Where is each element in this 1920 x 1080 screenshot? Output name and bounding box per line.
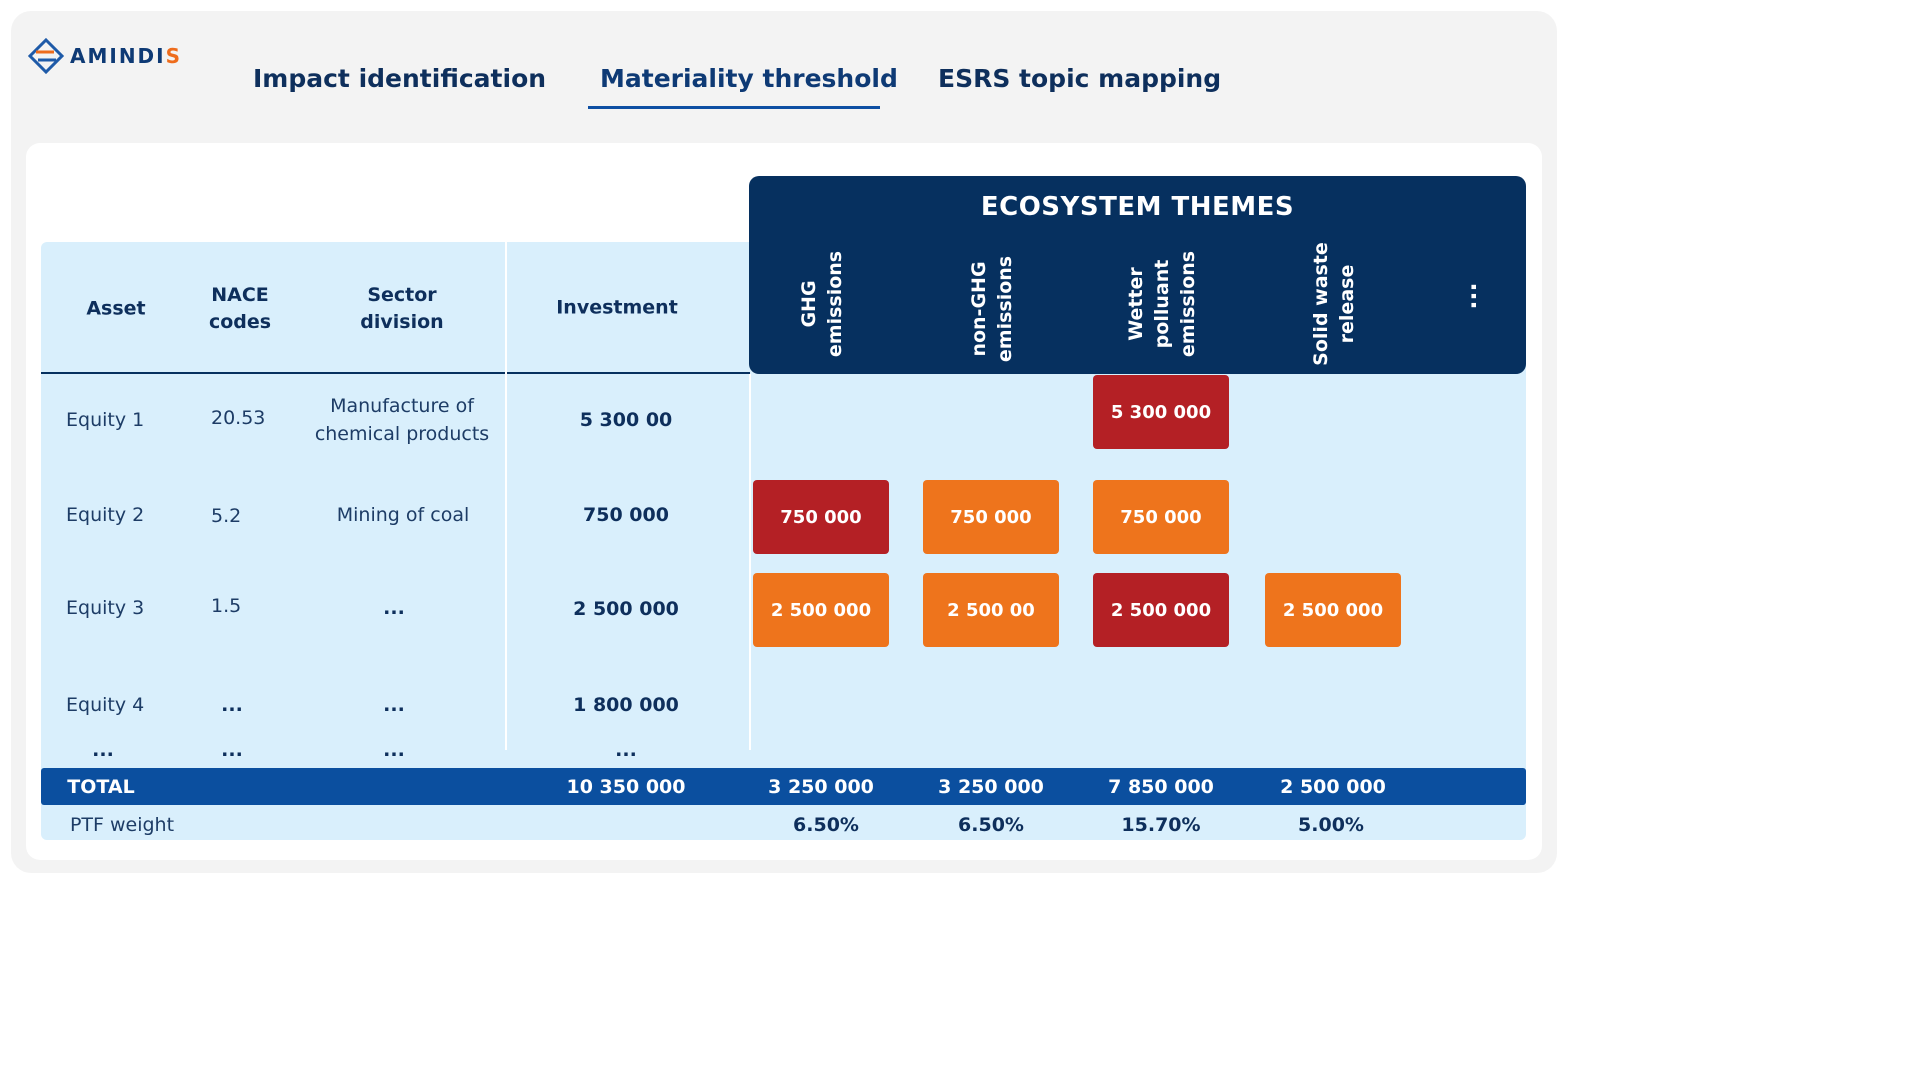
row4-nace: ... bbox=[221, 694, 243, 716]
column-divider-themes bbox=[749, 374, 751, 750]
row2-asset: Equity 2 bbox=[66, 504, 145, 526]
header-sector-division: Sector division bbox=[360, 284, 444, 333]
row3-investment: 2 500 000 bbox=[573, 598, 679, 620]
row3-asset: Equity 3 bbox=[66, 597, 145, 619]
row3-non-ghg-cell[interactable]: 2 500 00 bbox=[923, 573, 1059, 647]
total-row bbox=[41, 768, 1526, 805]
row2-nace: 5.2 bbox=[211, 505, 242, 527]
row4-sector: ... bbox=[383, 694, 405, 716]
row2-investment: 750 000 bbox=[583, 504, 669, 526]
row4-investment: 1 800 000 bbox=[573, 694, 679, 716]
amindis-logo-icon bbox=[28, 38, 64, 74]
row3-ghg-cell[interactable]: 2 500 000 bbox=[753, 573, 889, 647]
ptf-weight-wetter: 15.70% bbox=[1121, 814, 1201, 836]
ellipsis-nace: ... bbox=[221, 739, 243, 761]
row1-nace: 20.53 bbox=[211, 407, 266, 429]
logo[interactable]: AMINDIS bbox=[28, 38, 182, 74]
row1-asset: Equity 1 bbox=[66, 409, 145, 431]
header-investment: Investment bbox=[556, 296, 678, 319]
row4-asset: Equity 4 bbox=[66, 694, 145, 716]
theme-header-solid-waste: Solid waste release bbox=[1310, 242, 1358, 366]
row2-wetter-cell[interactable]: 750 000 bbox=[1093, 480, 1229, 554]
ptf-weight-label: PTF weight bbox=[69, 814, 175, 836]
header-asset: Asset bbox=[86, 297, 146, 320]
total-non-ghg: 3 250 000 bbox=[938, 776, 1044, 798]
total-ghg: 3 250 000 bbox=[768, 776, 874, 798]
ptf-weight-non-ghg: 6.50% bbox=[958, 814, 1024, 836]
header-divider bbox=[41, 372, 750, 374]
active-tab-indicator bbox=[588, 106, 880, 109]
row1-investment: 5 300 00 bbox=[579, 409, 673, 431]
row3-wetter-cell[interactable]: 2 500 000 bbox=[1093, 573, 1229, 647]
row3-nace: 1.5 bbox=[211, 595, 242, 617]
row1-sector: Manufacture of chemical products bbox=[314, 395, 490, 445]
ecosystem-themes-title: ECOSYSTEM THEMES bbox=[980, 192, 1295, 222]
row3-solid-waste-cell[interactable]: 2 500 000 bbox=[1265, 573, 1401, 647]
row2-sector: Mining of coal bbox=[336, 504, 470, 526]
tab-impact-identification[interactable]: Impact identification bbox=[253, 64, 547, 93]
ellipsis-asset: ... bbox=[92, 739, 114, 761]
row1-wetter-cell[interactable]: 5 300 000 bbox=[1093, 375, 1229, 449]
row3-sector: ... bbox=[383, 597, 405, 619]
tab-esrs-topic-mapping[interactable]: ESRS topic mapping bbox=[938, 64, 1222, 93]
ellipsis-investment: ... bbox=[615, 739, 637, 761]
ellipsis-sector: ... bbox=[383, 739, 405, 761]
brand-name: AMINDIS bbox=[70, 44, 183, 68]
header-nace-codes: NACE codes bbox=[208, 284, 272, 333]
theme-header-non-ghg: non-GHG emissions bbox=[968, 255, 1016, 363]
total-label: TOTAL bbox=[67, 776, 135, 798]
tab-materiality-threshold[interactable]: Materiality threshold bbox=[600, 64, 898, 93]
theme-header-ghg: GHG emissions bbox=[798, 250, 846, 358]
total-solid-waste: 2 500 000 bbox=[1280, 776, 1386, 798]
theme-header-wetter-polluant: Wetter polluant emissions bbox=[1125, 250, 1199, 358]
ptf-weight-solid-waste: 5.00% bbox=[1298, 814, 1364, 836]
theme-header-more: ... bbox=[1454, 282, 1482, 310]
row2-ghg-cell[interactable]: 750 000 bbox=[753, 480, 889, 554]
row2-non-ghg-cell[interactable]: 750 000 bbox=[923, 480, 1059, 554]
column-divider-investment bbox=[505, 242, 507, 750]
total-investment: 10 350 000 bbox=[566, 776, 686, 798]
ptf-weight-ghg: 6.50% bbox=[793, 814, 859, 836]
ecosystem-themes-header bbox=[749, 176, 1526, 374]
total-wetter: 7 850 000 bbox=[1108, 776, 1214, 798]
